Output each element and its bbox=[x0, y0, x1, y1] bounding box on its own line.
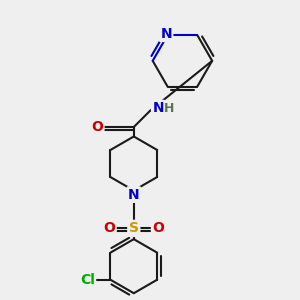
Text: N: N bbox=[160, 27, 172, 41]
Text: O: O bbox=[152, 221, 164, 236]
Text: O: O bbox=[92, 120, 103, 134]
Text: N: N bbox=[152, 101, 164, 115]
Text: O: O bbox=[103, 221, 116, 236]
Text: N: N bbox=[128, 188, 140, 202]
Text: Cl: Cl bbox=[80, 273, 95, 287]
Text: H: H bbox=[164, 102, 175, 115]
Text: S: S bbox=[129, 221, 139, 236]
